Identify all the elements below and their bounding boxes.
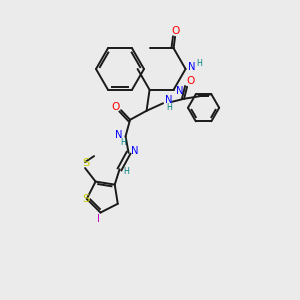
Text: H: H	[197, 59, 203, 68]
Text: S: S	[82, 194, 90, 204]
Text: S: S	[83, 158, 90, 168]
Text: N: N	[131, 146, 139, 156]
Text: H: H	[123, 167, 129, 176]
Text: O: O	[171, 26, 180, 36]
Text: H: H	[120, 138, 126, 147]
Text: O: O	[112, 102, 120, 112]
Text: N: N	[165, 95, 173, 105]
Text: H: H	[166, 103, 172, 112]
Text: I: I	[98, 214, 100, 224]
Text: N: N	[115, 130, 123, 140]
Text: N: N	[176, 86, 184, 96]
Text: N: N	[188, 62, 196, 73]
Text: O: O	[186, 76, 194, 86]
